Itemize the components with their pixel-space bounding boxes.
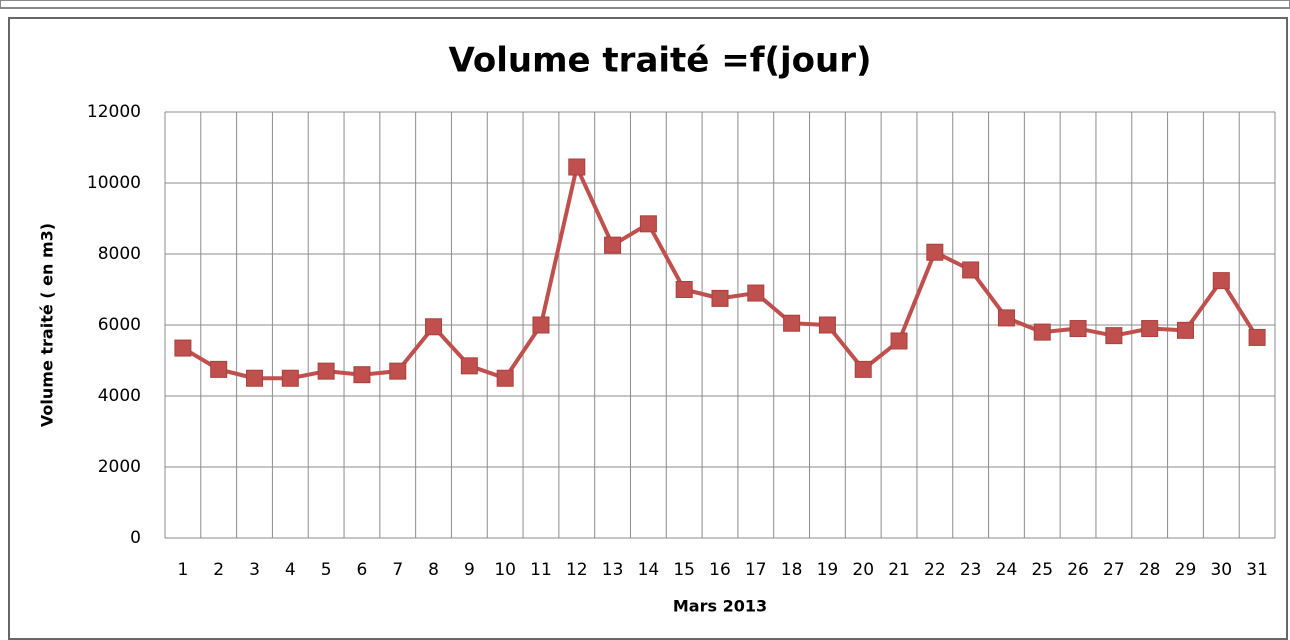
marker: [532, 316, 550, 334]
y-tick-label: 12000: [87, 102, 141, 122]
marker: [1248, 328, 1266, 346]
x-tick-label: 12: [566, 560, 588, 580]
marker: [210, 360, 228, 378]
x-tick-label: 31: [1246, 560, 1268, 580]
x-tick-label: 4: [285, 560, 296, 580]
marker: [747, 284, 765, 302]
marker: [1141, 320, 1159, 338]
x-tick-label: 30: [1210, 560, 1232, 580]
x-tick-label: 1: [177, 560, 188, 580]
y-axis-title: Volume traité ( en m3): [38, 223, 57, 427]
marker: [425, 318, 443, 336]
marker: [854, 360, 872, 378]
x-tick-label: 14: [638, 560, 660, 580]
y-tick-label: 0: [130, 528, 141, 548]
marker: [1212, 272, 1230, 290]
marker: [604, 236, 622, 254]
y-tick-label: 10000: [87, 173, 141, 193]
x-tick-label: 9: [464, 560, 475, 580]
chart-title: Volume traité =f(jour): [448, 41, 871, 81]
x-tick-label: 18: [781, 560, 803, 580]
marker: [568, 158, 586, 176]
marker: [675, 281, 693, 298]
marker: [783, 314, 801, 332]
marker: [1105, 327, 1123, 345]
marker: [1069, 320, 1087, 338]
y-tick-label: 8000: [98, 244, 141, 264]
marker: [389, 362, 407, 380]
x-tick-label: 22: [924, 560, 946, 580]
marker: [962, 261, 980, 279]
y-tick-label: 4000: [98, 386, 141, 406]
marker: [711, 289, 729, 307]
x-tick-label: 15: [673, 560, 695, 580]
marker: [890, 332, 908, 350]
x-tick-label: 7: [392, 560, 403, 580]
x-tick-label: 27: [1103, 560, 1125, 580]
x-tick-label: 26: [1067, 560, 1089, 580]
marker: [246, 369, 264, 387]
x-tick-label: 13: [602, 560, 624, 580]
x-tick-label: 28: [1139, 560, 1161, 580]
marker: [997, 309, 1015, 327]
marker: [317, 362, 335, 380]
x-axis-title: Mars 2013: [673, 597, 767, 616]
x-tick-label: 11: [530, 560, 552, 580]
y-tick-label: 2000: [98, 457, 141, 477]
x-tick-label: 5: [321, 560, 332, 580]
x-tick-label: 20: [852, 560, 874, 580]
x-tick-label: 21: [888, 560, 910, 580]
marker: [639, 215, 657, 233]
marker: [460, 357, 478, 375]
y-tick-label: 6000: [98, 315, 141, 335]
x-tick-label: 25: [1031, 560, 1053, 580]
x-tick-label: 3: [249, 560, 260, 580]
top-frame: [0, 0, 1290, 9]
x-tick-label: 16: [709, 560, 731, 580]
x-tick-label: 8: [428, 560, 439, 580]
marker: [496, 369, 514, 387]
x-tick-label: 6: [357, 560, 368, 580]
marker: [1033, 323, 1051, 341]
x-tick-label: 29: [1175, 560, 1197, 580]
marker: [174, 339, 192, 357]
marker: [1176, 321, 1194, 339]
marker: [818, 316, 836, 334]
x-tick-label: 2: [213, 560, 224, 580]
marker: [281, 369, 299, 387]
x-tick-label: 17: [745, 560, 767, 580]
marker: [353, 366, 371, 384]
marker: [926, 243, 944, 261]
x-tick-label: 23: [960, 560, 982, 580]
x-tick-label: 10: [494, 560, 516, 580]
x-tick-label: 24: [996, 560, 1018, 580]
x-tick-label: 19: [817, 560, 839, 580]
